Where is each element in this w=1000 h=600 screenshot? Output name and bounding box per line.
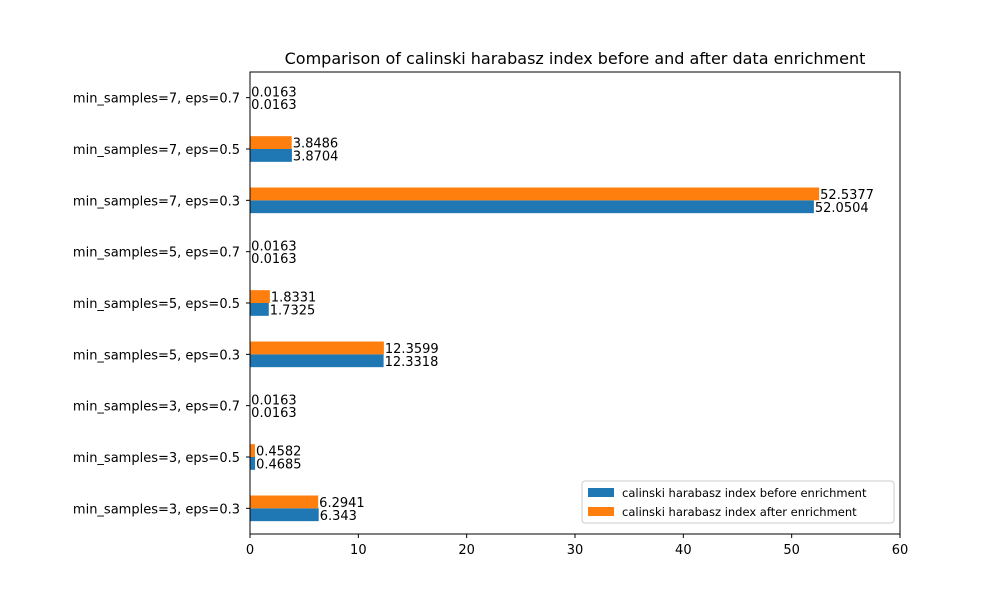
data-label-after: 12.3599 [385,342,439,357]
y-tick-label: min_samples=5, eps=0.7 [73,246,240,261]
legend: calinski harabasz index before enrichmen… [581,480,895,524]
bar-before [250,149,292,162]
y-tick-label: min_samples=7, eps=0.3 [73,194,240,209]
bar-after [250,495,319,509]
legend-box [581,480,895,524]
bar-after [250,136,292,149]
y-tick-label: min_samples=7, eps=0.7 [73,92,240,107]
x-tick-label: 0 [246,543,254,558]
bar-before [250,354,384,368]
x-tick-label: 40 [675,543,692,558]
bar-before [250,200,814,214]
axes-layer: min_samples=3, eps=0.3 min_samples=3, eps… [73,71,909,558]
data-labels-layer: 6.3436.29410.46850.45820.01630.016312.33… [251,85,874,524]
chart-title: Comparison of calinski harabasz index be… [285,49,866,68]
y-tick-label: min_samples=5, eps=0.3 [73,348,240,363]
data-label-before: 0.0163 [251,406,296,421]
data-label-before: 52.0504 [815,201,869,216]
y-tick-label: min_samples=3, eps=0.3 [73,502,240,517]
data-label-after: 0.0163 [251,393,296,408]
data-label-before: 12.3318 [385,355,439,370]
bar-after [250,444,255,457]
data-label-after: 1.8331 [271,291,317,306]
data-label-after: 0.0163 [251,239,296,254]
legend-label: calinski harabasz index after enrichment [622,505,857,519]
x-tick-label: 60 [892,543,909,558]
data-label-after: 3.8486 [293,137,339,152]
bar-after [250,187,820,201]
data-label-before: 0.4685 [256,457,302,472]
data-label-before: 0.0163 [251,252,296,267]
x-tick-label: 20 [458,543,475,558]
bar-before [250,457,256,470]
data-label-before: 6.343 [320,509,357,524]
data-label-after: 0.4582 [256,445,302,460]
legend-swatch [588,488,614,497]
legend-swatch [588,507,614,516]
bar-before [250,303,269,316]
x-tick-label: 30 [567,543,584,558]
bar-after [250,341,384,355]
x-tick-label: 50 [783,543,800,558]
y-tick-label: min_samples=3, eps=0.5 [73,451,240,466]
bar-before [250,508,319,522]
data-label-before: 1.7325 [270,303,316,318]
y-tick-label: min_samples=5, eps=0.5 [73,297,240,312]
data-label-after: 0.0163 [251,85,296,100]
legend-label: calinski harabasz index before enrichmen… [622,486,867,500]
data-label-after: 6.2941 [319,496,365,511]
x-tick-label: 10 [350,543,367,558]
data-label-after: 52.5377 [820,188,874,203]
y-tick-label: min_samples=7, eps=0.5 [73,143,240,158]
data-label-before: 0.0163 [251,98,296,113]
data-label-before: 3.8704 [293,149,339,164]
bars-layer [250,84,820,522]
y-tick-label: min_samples=3, eps=0.7 [73,400,240,415]
bar-after [250,290,270,303]
